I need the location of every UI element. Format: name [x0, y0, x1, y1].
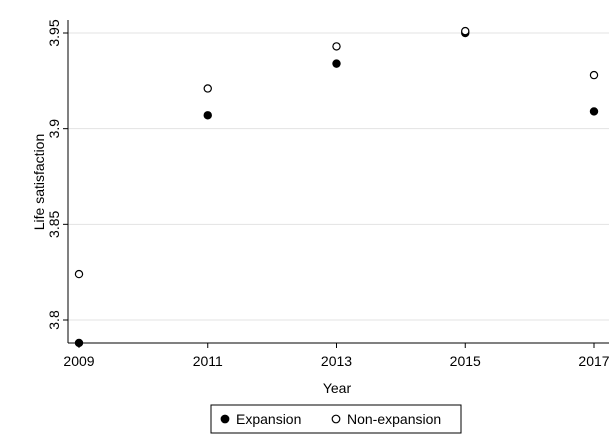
legend-label-non-expansion: Non-expansion	[347, 411, 441, 427]
y-tick-label: 3.85	[46, 210, 62, 237]
point-expansion	[74, 338, 84, 348]
x-tick-label: 2009	[63, 353, 94, 369]
y-tick-label: 3.9	[46, 119, 62, 139]
point-expansion	[589, 107, 599, 116]
legend-marker-expansion	[220, 414, 230, 424]
x-tick-label: 2013	[321, 353, 352, 369]
legend-marker-non-expansion	[331, 414, 341, 424]
point-non-expansion	[461, 26, 470, 36]
x-axis-ticks: 2009 2011 2013 2015 2017	[63, 343, 609, 369]
x-tick-label: 2015	[450, 353, 481, 369]
y-axis-ticks: 3.8 3.85 3.9 3.95	[46, 19, 68, 330]
legend: Expansion Non-expansion	[210, 404, 462, 434]
x-tick-label: 2011	[193, 353, 223, 369]
point-non-expansion	[74, 269, 84, 279]
point-expansion	[332, 59, 341, 68]
y-tick-label: 3.8	[46, 310, 62, 330]
y-tick-label: 3.95	[46, 19, 62, 46]
legend-label-expansion: Expansion	[236, 411, 301, 427]
point-non-expansion	[332, 42, 341, 51]
data-points	[74, 26, 599, 348]
x-tick-label: 2017	[578, 353, 609, 369]
point-expansion	[203, 111, 212, 120]
x-axis-title: Year	[323, 380, 352, 396]
y-axis-title: Life satisfaction	[31, 134, 47, 231]
point-non-expansion	[203, 84, 212, 93]
point-non-expansion	[589, 70, 599, 80]
gridlines	[68, 32, 609, 321]
